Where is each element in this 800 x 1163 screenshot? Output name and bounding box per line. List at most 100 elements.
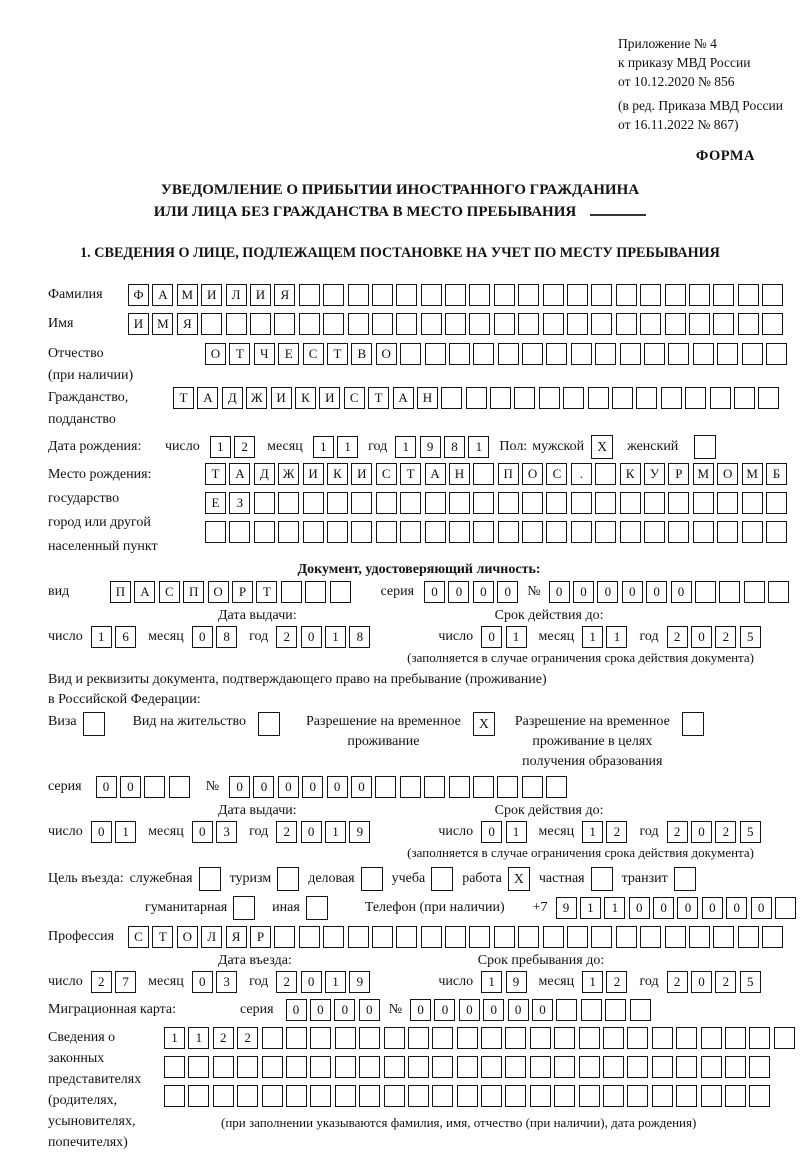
char-box[interactable] <box>400 492 422 514</box>
char-box[interactable]: 0 <box>119 776 141 798</box>
char-box[interactable]: 1 <box>579 897 601 919</box>
char-box[interactable] <box>773 1027 795 1049</box>
char-box[interactable] <box>563 387 585 409</box>
char-box[interactable] <box>749 1027 771 1049</box>
char-box[interactable] <box>538 387 560 409</box>
char-box[interactable] <box>570 343 592 365</box>
char-box[interactable] <box>261 1085 283 1107</box>
char-box[interactable] <box>627 1085 649 1107</box>
char-box[interactable]: 1 <box>606 626 628 648</box>
char-box[interactable] <box>407 1027 429 1049</box>
char-box[interactable] <box>741 492 763 514</box>
char-box[interactable]: 0 <box>434 999 456 1021</box>
char-box[interactable] <box>351 521 373 543</box>
char-box[interactable]: Ж <box>246 387 268 409</box>
char-box[interactable] <box>644 492 666 514</box>
char-box[interactable]: 2 <box>276 971 298 993</box>
char-box[interactable] <box>737 926 759 948</box>
char-box[interactable] <box>164 1085 185 1107</box>
char-box[interactable]: 1 <box>188 1027 210 1049</box>
char-box[interactable] <box>432 1085 454 1107</box>
char-box[interactable] <box>347 926 369 948</box>
char-box[interactable] <box>578 1085 600 1107</box>
char-box[interactable] <box>383 1056 405 1078</box>
char-box[interactable] <box>261 1056 283 1078</box>
char-box[interactable] <box>518 926 540 948</box>
option-temp-residence-education-checkbox[interactable] <box>681 712 704 736</box>
char-box[interactable]: 0 <box>646 581 668 603</box>
char-box[interactable]: С <box>158 581 180 603</box>
purpose-official-checkbox[interactable] <box>198 867 221 891</box>
char-box[interactable]: 2 <box>666 971 688 993</box>
char-box[interactable] <box>432 1027 454 1049</box>
char-box[interactable]: 2 <box>666 821 688 843</box>
char-box[interactable] <box>692 343 714 365</box>
char-box[interactable]: А <box>152 284 174 306</box>
purpose-humanitarian-checkbox[interactable] <box>233 896 256 920</box>
char-box[interactable] <box>749 1056 771 1078</box>
char-box[interactable]: З <box>229 492 251 514</box>
char-box[interactable]: С <box>128 926 149 948</box>
char-box[interactable] <box>225 313 247 335</box>
char-box[interactable] <box>481 1056 503 1078</box>
char-box[interactable] <box>323 284 345 306</box>
char-box[interactable]: С <box>375 463 397 485</box>
char-box[interactable]: Т <box>400 463 422 485</box>
char-box[interactable] <box>329 581 351 603</box>
char-box[interactable] <box>627 1056 649 1078</box>
char-box[interactable] <box>713 284 735 306</box>
char-box[interactable] <box>518 313 540 335</box>
char-box[interactable] <box>603 1027 625 1049</box>
char-box[interactable] <box>168 776 190 798</box>
char-box[interactable]: 0 <box>481 821 503 843</box>
char-box[interactable] <box>668 521 690 543</box>
char-box[interactable] <box>644 343 666 365</box>
char-box[interactable]: П <box>183 581 205 603</box>
char-box[interactable] <box>490 387 512 409</box>
char-box[interactable] <box>473 492 495 514</box>
char-box[interactable]: 1 <box>312 436 334 458</box>
char-box[interactable]: 0 <box>691 971 712 993</box>
char-box[interactable]: Я <box>274 284 296 306</box>
char-box[interactable] <box>762 313 784 335</box>
char-box[interactable] <box>619 521 641 543</box>
char-box[interactable] <box>603 1085 625 1107</box>
char-box[interactable] <box>448 343 470 365</box>
char-box[interactable]: 5 <box>739 626 761 648</box>
char-box[interactable] <box>473 521 495 543</box>
char-box[interactable] <box>351 492 373 514</box>
char-box[interactable] <box>688 926 710 948</box>
char-box[interactable] <box>717 343 739 365</box>
char-box[interactable] <box>514 387 536 409</box>
char-box[interactable] <box>456 1085 478 1107</box>
char-box[interactable]: 5 <box>739 971 761 993</box>
char-box[interactable] <box>762 284 784 306</box>
char-box[interactable]: 0 <box>448 581 470 603</box>
char-box[interactable] <box>445 284 467 306</box>
char-box[interactable]: 0 <box>191 626 213 648</box>
char-box[interactable] <box>591 313 613 335</box>
char-box[interactable]: 3 <box>216 821 238 843</box>
char-box[interactable]: 1 <box>325 971 346 993</box>
char-box[interactable] <box>305 581 327 603</box>
char-box[interactable] <box>371 926 393 948</box>
char-box[interactable]: 1 <box>115 821 137 843</box>
char-box[interactable] <box>724 1085 746 1107</box>
char-box[interactable] <box>605 999 627 1021</box>
char-box[interactable] <box>212 1056 234 1078</box>
char-box[interactable]: А <box>134 581 156 603</box>
char-box[interactable]: У <box>644 463 666 485</box>
char-box[interactable]: Е <box>205 492 226 514</box>
char-box[interactable]: 0 <box>670 581 692 603</box>
char-box[interactable] <box>505 1027 527 1049</box>
char-box[interactable] <box>709 387 731 409</box>
char-box[interactable]: 1 <box>325 821 346 843</box>
char-box[interactable] <box>578 1027 600 1049</box>
char-box[interactable] <box>692 492 714 514</box>
char-box[interactable]: Т <box>173 387 194 409</box>
char-box[interactable]: Т <box>368 387 390 409</box>
char-box[interactable]: 0 <box>628 897 650 919</box>
char-box[interactable] <box>298 926 320 948</box>
char-box[interactable]: 0 <box>424 581 446 603</box>
char-box[interactable] <box>570 521 592 543</box>
